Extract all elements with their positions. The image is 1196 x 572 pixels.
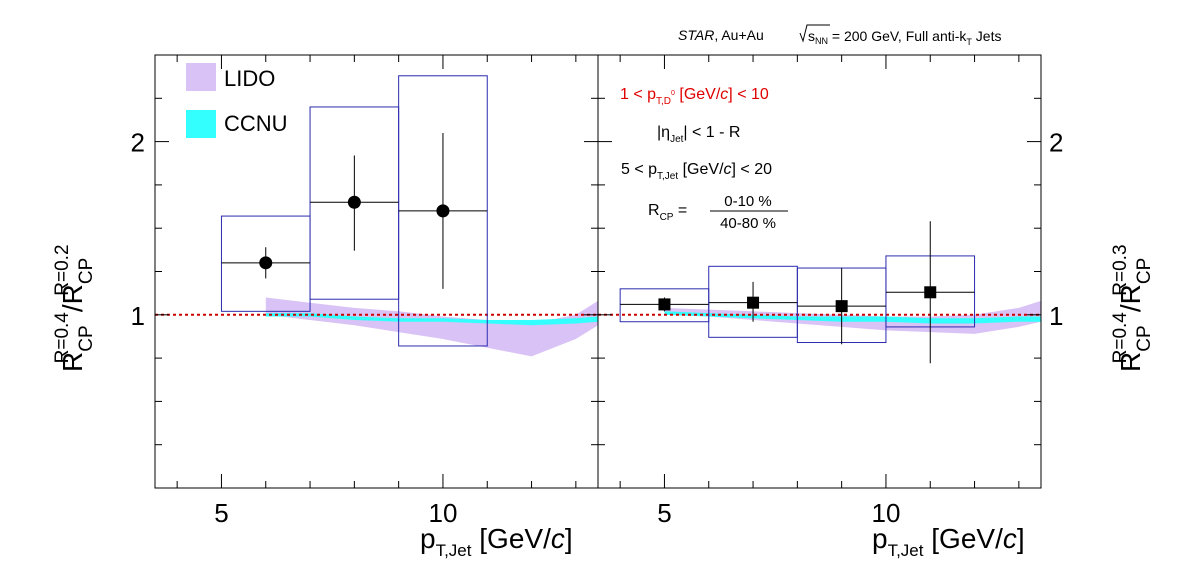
ccnu-band-right [664, 311, 1041, 324]
svg-text:sNN = 200 GeV, Full anti-kT Je: sNN = 200 GeV, Full anti-kT Jets [808, 28, 1001, 47]
x-tick-label: 10 [871, 498, 900, 528]
d-meson-pt-cut: 1 < pT,D0 [GeV/c] < 10 [620, 86, 769, 107]
lido-band-area [265, 297, 598, 357]
legend-lido-label: LIDO [224, 66, 275, 91]
lido-band-left [265, 297, 598, 357]
left-y-axis-title: RCPR=0.4/RCPR=0.2 [52, 244, 97, 372]
ccnu-band-area [265, 313, 598, 326]
svg-text:RCPR=0.4/RCPR=0.3: RCPR=0.4/RCPR=0.3 [1110, 244, 1155, 372]
legend: LIDO CCNU [186, 63, 288, 138]
data-point [658, 298, 671, 311]
legend-ccnu-swatch [186, 110, 216, 138]
x-tick-label: 10 [428, 498, 457, 528]
right-y-axis-title: RCPR=0.4/RCPR=0.3 [1110, 244, 1155, 372]
data-point [259, 256, 273, 270]
annotations: 1 < pT,D0 [GeV/c] < 10 |ηJet| < 1 - R 5 … [620, 86, 788, 232]
y-tick-label: 1 [1049, 301, 1063, 331]
ccnu-band-left [265, 313, 598, 326]
data-point [747, 296, 760, 309]
y-tick-label: 2 [1049, 128, 1063, 158]
legend-ccnu-label: CCNU [224, 111, 288, 136]
jet-eta-cut: |ηJet| < 1 - R [657, 124, 740, 145]
left-panel: 5 10 1 2 [131, 54, 599, 528]
data-point [436, 204, 450, 218]
data-point [924, 286, 937, 299]
energy-label: sNN = 200 GeV, Full anti-kT Jets [799, 24, 1001, 47]
rcp-definition-label: RCP = [648, 202, 687, 223]
jet-pt-cut: 5 < pT,Jet [GeV/c] < 20 [621, 161, 772, 182]
y-tick-label: 1 [131, 301, 145, 331]
x-tick-label: 5 [214, 498, 228, 528]
data-points-right [620, 221, 975, 364]
y-tick-label: 2 [131, 128, 145, 158]
rcp-denominator: 40-80 % [720, 215, 776, 232]
axes-left: 5 10 1 2 [131, 54, 599, 528]
ccnu-band-area [664, 311, 1041, 324]
right-panel: 5 10 1 2 [597, 54, 1063, 528]
right-x-axis-title: pT,Jet [GeV/c] [872, 523, 1025, 560]
header-text: STAR, Au+Au [678, 27, 764, 43]
svg-text:RCPR=0.4/RCPR=0.2: RCPR=0.4/RCPR=0.2 [52, 244, 97, 372]
data-point [347, 195, 361, 209]
left-x-axis-title: pT,Jet [GeV/c] [420, 523, 573, 560]
legend-lido-swatch [186, 63, 216, 91]
data-points-left [221, 132, 488, 289]
rcp-numerator: 0-10 % [724, 193, 772, 210]
data-point [835, 300, 848, 313]
axes-right: 5 10 1 2 [597, 54, 1063, 528]
x-tick-label: 5 [657, 498, 671, 528]
